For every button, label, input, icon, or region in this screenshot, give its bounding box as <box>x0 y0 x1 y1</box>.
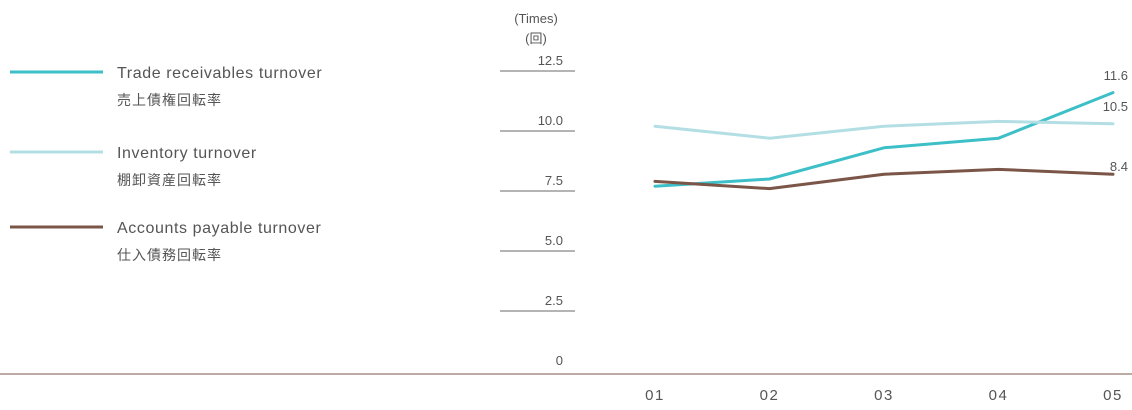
y-tick-label: 12.5 <box>538 53 563 68</box>
legend-label: Inventory turnover <box>117 145 257 162</box>
legend-label: Accounts payable turnover <box>117 220 322 237</box>
legend-label-ja: 売上債権回転率 <box>117 92 222 108</box>
x-axis: 01 02 03 04 05 <box>645 387 1123 404</box>
legend-label: Trade receivables turnover <box>117 65 322 82</box>
y-tick-label: 10.0 <box>538 113 563 128</box>
y-tick-label: 7.5 <box>545 173 563 188</box>
x-tick-label: 03 <box>874 387 894 404</box>
y-axis-label: (Times) <box>514 11 558 26</box>
end-value-label: 10.5 <box>1103 99 1128 114</box>
x-tick-label: 05 <box>1103 387 1123 404</box>
series-line <box>655 169 1113 188</box>
y-tick-label: 2.5 <box>545 293 563 308</box>
y-tick-label: 0 <box>556 353 563 368</box>
x-tick-label: 04 <box>989 387 1009 404</box>
x-tick-label: 01 <box>645 387 665 404</box>
x-tick-label: 02 <box>760 387 780 404</box>
end-value-label: 11.6 <box>1104 68 1128 83</box>
y-axis: (Times) (回) 0 2.5 5.0 7.5 10.0 12.5 <box>500 11 575 368</box>
legend-label-ja: 棚卸資産回転率 <box>117 172 222 188</box>
y-tick-label: 5.0 <box>545 233 563 248</box>
series-lines <box>655 93 1113 189</box>
y-axis-label-ja: (回) <box>525 31 547 46</box>
legend-label-ja: 仕入債務回転率 <box>117 247 222 263</box>
series-line <box>655 121 1113 138</box>
end-labels: 11.6 10.5 8.4 <box>1103 68 1128 174</box>
legend: Trade receivables turnover 売上債権回転率 Invento… <box>10 65 322 263</box>
end-value-label: 8.4 <box>1110 159 1128 174</box>
